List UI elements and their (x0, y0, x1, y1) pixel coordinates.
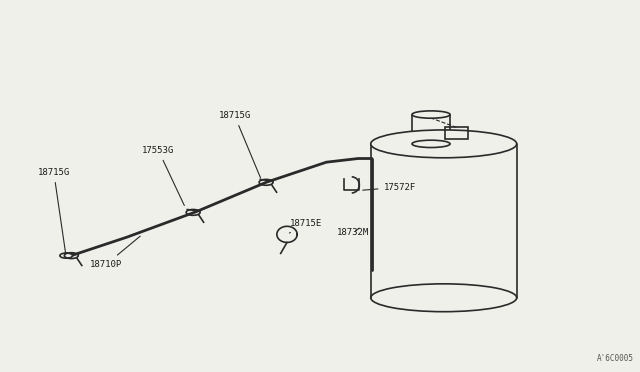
Text: 17572F: 17572F (363, 183, 416, 192)
Text: 17553G: 17553G (142, 146, 184, 205)
Ellipse shape (60, 253, 72, 258)
Text: 18715G: 18715G (218, 111, 260, 178)
Text: 18710P: 18710P (90, 236, 140, 269)
Text: 18732M: 18732M (337, 228, 369, 237)
Text: A'6C0005: A'6C0005 (597, 354, 634, 363)
Ellipse shape (371, 130, 516, 158)
Ellipse shape (412, 140, 450, 148)
Text: 18715E: 18715E (289, 219, 322, 233)
Bar (445, 126, 468, 139)
Text: 18715G: 18715G (38, 168, 70, 255)
Ellipse shape (412, 111, 450, 118)
